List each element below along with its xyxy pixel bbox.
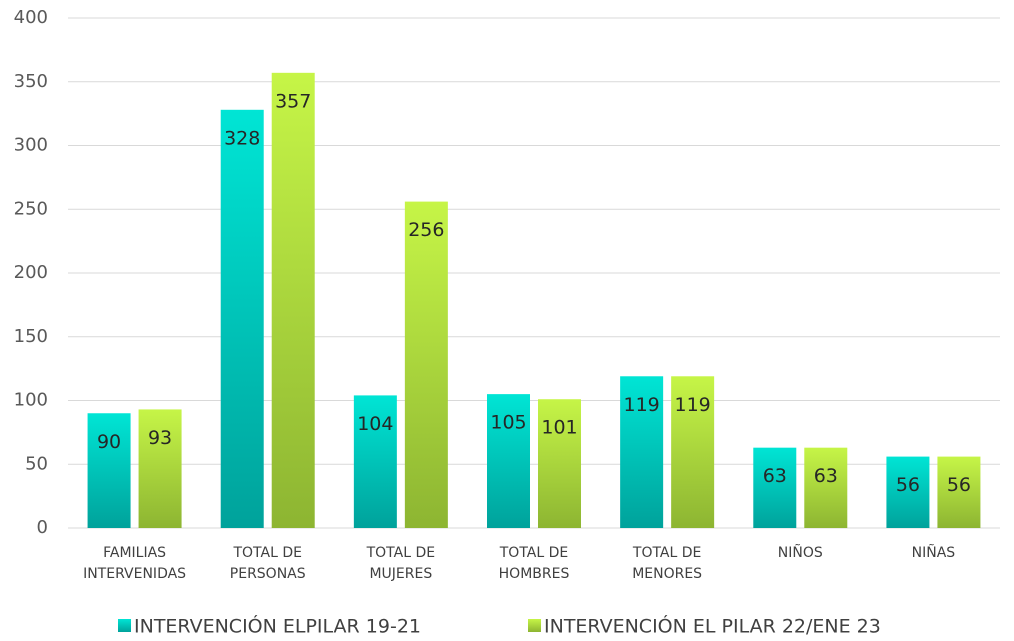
bar xyxy=(804,447,848,528)
x-tick-label: TOTAL DE MUJERES xyxy=(366,545,436,582)
x-tick-label: NIÑOS xyxy=(778,544,823,561)
y-tick-label: 400 xyxy=(14,7,48,28)
y-tick-label: 150 xyxy=(14,326,48,347)
x-tick-label: FAMILIAS INTERVENIDAS xyxy=(83,545,186,582)
bar xyxy=(220,109,264,529)
bar xyxy=(87,413,131,528)
y-tick-label: 350 xyxy=(14,71,48,92)
y-tick-label: 50 xyxy=(25,453,48,474)
legend-label: INTERVENCIÓN EL PILAR 22/ENE 23 xyxy=(544,614,881,638)
y-tick-label: 0 xyxy=(37,517,48,538)
x-tick-label-line: HOMBRES xyxy=(499,566,570,582)
x-tick-label-line: MENORES xyxy=(632,566,702,582)
x-tick-label-line: TOTAL DE xyxy=(499,545,569,561)
bar xyxy=(487,394,530,528)
x-tick-label-line: TOTAL DE xyxy=(232,545,302,561)
value-label: 119 xyxy=(675,394,711,416)
bar xyxy=(620,376,664,528)
x-tick-label-line: PERSONAS xyxy=(230,566,306,582)
y-tick-label: 100 xyxy=(14,390,48,411)
bar xyxy=(538,399,581,528)
x-tick-label: TOTAL DE MENORES xyxy=(632,545,702,582)
x-tick-label-line: TOTAL DE xyxy=(632,545,702,561)
y-tick-label: 250 xyxy=(14,198,48,219)
bar xyxy=(886,456,930,528)
bar xyxy=(138,409,182,528)
value-label: 104 xyxy=(357,413,393,435)
x-tick-label-line: TOTAL DE xyxy=(366,545,436,561)
x-tick-label: TOTAL DE PERSONAS xyxy=(230,545,306,582)
x-tick-label-line: MUJERES xyxy=(369,566,432,582)
value-label: 63 xyxy=(814,465,838,487)
value-label: 119 xyxy=(624,394,660,416)
value-label: 56 xyxy=(896,474,920,496)
bar xyxy=(753,447,797,528)
value-label: 93 xyxy=(148,427,172,449)
legend-swatch xyxy=(528,619,541,632)
x-tick-label-line: NIÑAS xyxy=(912,544,956,561)
bar xyxy=(271,72,315,528)
value-label: 90 xyxy=(97,431,121,453)
x-tick-label-line: INTERVENIDAS xyxy=(83,566,186,582)
x-tick-label-line: NIÑOS xyxy=(778,544,823,561)
value-label: 63 xyxy=(763,465,787,487)
value-label: 105 xyxy=(490,412,526,434)
y-tick-label: 300 xyxy=(14,135,48,156)
value-label: 101 xyxy=(541,417,577,439)
bar xyxy=(353,395,397,528)
x-tick-label: TOTAL DE HOMBRES xyxy=(499,545,570,582)
value-label: 256 xyxy=(408,219,444,241)
value-label: 328 xyxy=(224,127,260,149)
x-tick-label: NIÑAS xyxy=(912,544,956,561)
x-tick-label-line: FAMILIAS xyxy=(103,545,166,561)
value-label: 357 xyxy=(275,90,311,112)
bar xyxy=(671,376,715,528)
legend-swatch xyxy=(118,619,131,632)
value-label: 56 xyxy=(947,474,971,496)
bar xyxy=(937,456,981,528)
y-tick-label: 200 xyxy=(14,262,48,283)
legend-label: INTERVENCIÓN ELPILAR 19-21 xyxy=(134,614,421,638)
bar xyxy=(404,201,448,528)
